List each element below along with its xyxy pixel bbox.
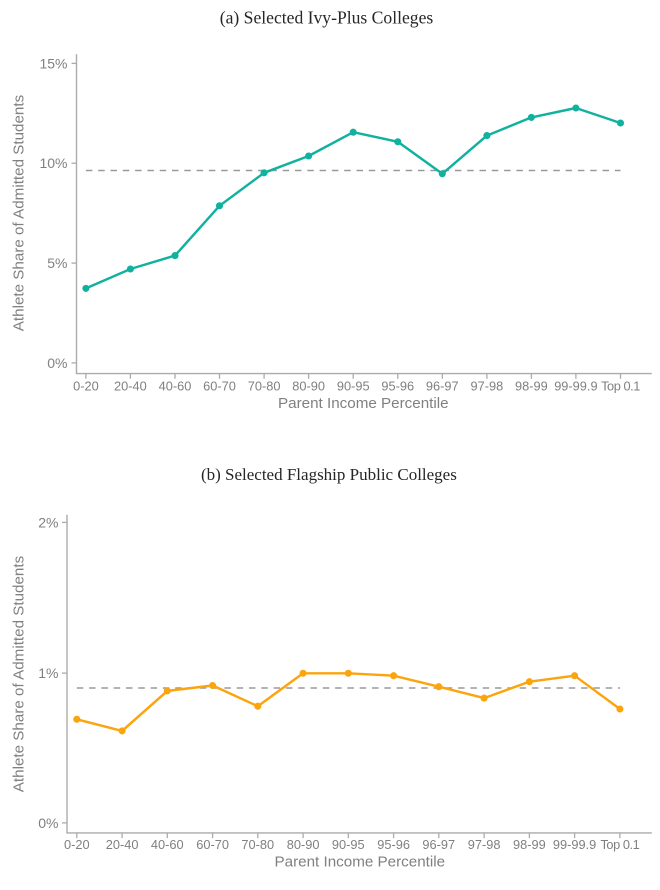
svg-text:(b) Selected Flagship Public C: (b) Selected Flagship Public Colleges — [201, 465, 457, 484]
svg-text:20-40: 20-40 — [106, 837, 139, 852]
svg-text:0-20: 0-20 — [73, 378, 99, 393]
svg-text:99-99.9: 99-99.9 — [553, 837, 596, 852]
svg-text:99-99.9: 99-99.9 — [554, 378, 597, 393]
svg-text:2%: 2% — [38, 514, 58, 530]
svg-text:0-20: 0-20 — [64, 837, 90, 852]
svg-text:70-80: 70-80 — [241, 837, 274, 852]
svg-text:Top 0.1: Top 0.1 — [601, 378, 640, 393]
svg-text:0%: 0% — [47, 355, 67, 371]
svg-text:90-95: 90-95 — [337, 378, 370, 393]
svg-text:20-40: 20-40 — [114, 378, 147, 393]
svg-text:70-80: 70-80 — [248, 378, 281, 393]
svg-text:Athlete Share of Admitted Stud: Athlete Share of Admitted Students — [10, 555, 27, 792]
svg-text:95-96: 95-96 — [377, 837, 410, 852]
svg-text:Top 0.1: Top 0.1 — [600, 837, 639, 852]
svg-text:80-90: 80-90 — [292, 378, 325, 393]
svg-text:80-90: 80-90 — [287, 837, 320, 852]
svg-text:1%: 1% — [38, 665, 58, 681]
svg-text:(a) Selected Ivy-Plus Colleges: (a) Selected Ivy-Plus Colleges — [220, 7, 434, 27]
svg-text:97-98: 97-98 — [468, 837, 501, 852]
svg-text:96-97: 96-97 — [426, 378, 459, 393]
svg-text:98-99: 98-99 — [513, 837, 546, 852]
svg-text:95-96: 95-96 — [381, 378, 414, 393]
svg-text:97-98: 97-98 — [471, 378, 504, 393]
svg-text:10%: 10% — [39, 155, 67, 171]
svg-text:98-99: 98-99 — [515, 378, 548, 393]
svg-text:60-70: 60-70 — [203, 378, 236, 393]
svg-text:Parent Income Percentile: Parent Income Percentile — [275, 854, 446, 871]
svg-text:5%: 5% — [47, 255, 67, 271]
svg-text:40-60: 40-60 — [151, 837, 184, 852]
svg-text:15%: 15% — [39, 55, 67, 71]
svg-text:0%: 0% — [38, 815, 58, 831]
svg-text:Athlete Share of Admitted Stud: Athlete Share of Admitted Students — [10, 94, 27, 331]
svg-text:96-97: 96-97 — [422, 837, 455, 852]
svg-text:40-60: 40-60 — [159, 378, 192, 393]
svg-text:Parent Income Percentile: Parent Income Percentile — [278, 395, 449, 412]
svg-text:90-95: 90-95 — [332, 837, 365, 852]
svg-text:60-70: 60-70 — [196, 837, 229, 852]
